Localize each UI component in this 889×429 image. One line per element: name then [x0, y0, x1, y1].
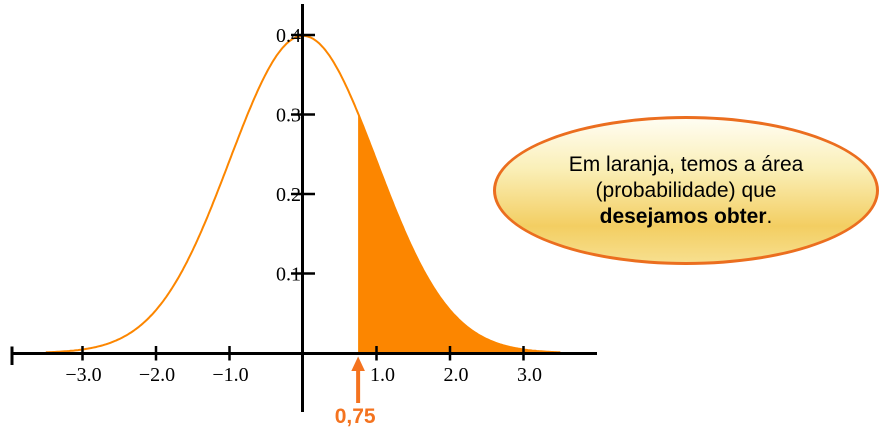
- x-tick-label: −2.0: [139, 364, 175, 386]
- annotation-arrow-head-icon: [351, 356, 365, 371]
- x-tick-label: 3.0: [517, 364, 542, 386]
- x-tick-label: 2.0: [444, 364, 469, 386]
- y-tick-label: 0.4: [276, 25, 301, 47]
- callout-line-3-bold: desejamos obter: [599, 204, 767, 228]
- x-tick-label: −1.0: [212, 364, 248, 386]
- x-tick-label: 1.0: [370, 364, 395, 386]
- callout-line-2: (probabilidade) que: [595, 178, 777, 202]
- callout-ellipse: Em laranja, temos a área (probabilidade)…: [493, 116, 879, 265]
- callout-line-3: desejamos obter.: [600, 204, 773, 230]
- y-tick-label: 0.2: [276, 184, 301, 206]
- shaded-area: [358, 113, 561, 353]
- x-tick-label: −3.0: [65, 364, 101, 386]
- callout-line-3-suffix: .: [766, 204, 773, 228]
- y-tick-label: 0.1: [276, 264, 301, 286]
- callout-line-1: Em laranja, temos a área: [568, 152, 804, 176]
- annotation-label: 0,75: [335, 405, 376, 428]
- y-tick-label: 0.3: [276, 105, 301, 127]
